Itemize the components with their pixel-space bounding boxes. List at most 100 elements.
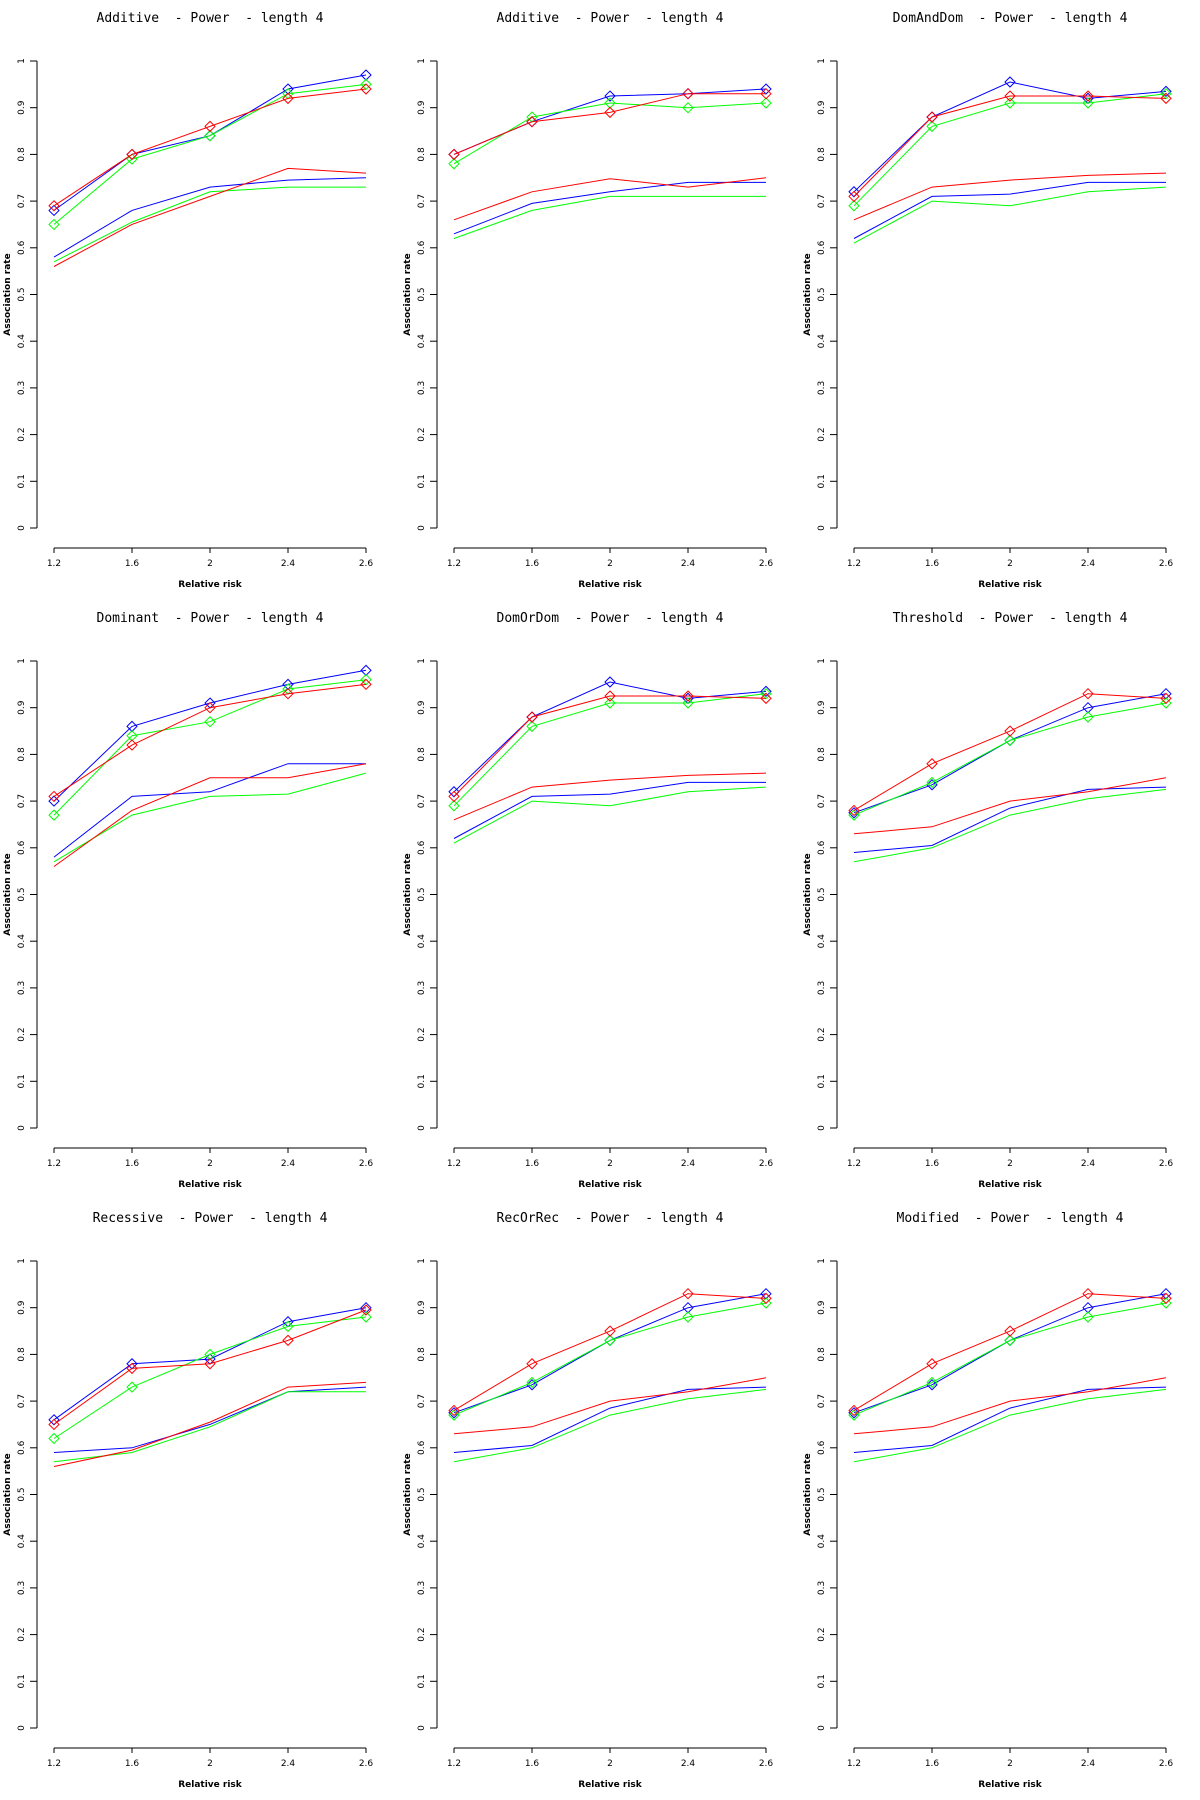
series-line-red-diamond [53,88,367,207]
series-line-red [853,777,1167,835]
x-tick-label: 1.2 [447,1759,461,1769]
chart-title: DomAndDom - Power - length 4 [893,11,1128,26]
y-tick-label: 1 [817,58,827,64]
y-tick-label: 0.8 [17,1347,27,1362]
diamond-marker [848,200,860,212]
y-tick-label: 0.5 [417,287,427,301]
y-tick-label: 0.1 [417,1674,427,1688]
series-markers-blue-diamond [848,687,1172,819]
y-tick-label: 0.5 [417,887,427,901]
y-tick-label: 0.6 [417,1440,427,1455]
y-tick-label: 0.3 [817,981,827,995]
y-tick-label: 0.6 [17,1440,27,1455]
x-tick-label: 2 [607,1159,613,1169]
y-axis-label: Association rate [403,1453,413,1535]
series-line-green [853,186,1167,244]
chart-panel-dominant: Dominant - Power - length 4 0 0.1 0.2 0.3 0.4… [0,600,400,1200]
series-markers-blue-diamond [448,83,772,161]
diamond-marker [1004,734,1016,747]
diamond-marker [526,116,538,128]
y-tick-label: 0.7 [17,194,27,208]
chart-svg: Modified - Power - length 4 0 0.1 0.2 0.3 0.4… [803,1211,1173,1790]
y-axis-label: Association rate [3,853,13,935]
y-tick-label: 0 [417,1725,427,1731]
x-tick-label: 2.4 [681,1159,696,1169]
y-tick-label: 0.5 [817,887,827,901]
x-tick-label: 1.6 [525,1159,540,1169]
series-line-green-diamond [853,93,1167,207]
diamond-marker [848,1409,860,1421]
series-line-green [53,1391,366,1463]
diamond-marker [760,685,772,698]
series-line-green-diamond [53,679,367,816]
diamond-marker [848,1407,860,1419]
chart-title: Recessive - Power - length 4 [93,1211,328,1226]
diamond-marker [448,786,460,798]
diamond-marker [48,790,60,803]
y-tick-label: 0.2 [17,1627,27,1641]
diamond-marker [448,1404,460,1417]
series-line-green [453,786,767,844]
y-tick-label: 0.1 [17,1674,27,1688]
series-line-red [453,1377,767,1435]
y-tick-label: 0.7 [417,194,427,208]
diamond-marker [926,1379,938,1391]
y-tick-label: 0.2 [417,1027,427,1041]
y-tick-label: 0.4 [17,334,27,349]
diamond-marker [604,106,616,119]
diamond-marker [926,1358,938,1370]
diamond-marker [1160,87,1172,100]
series-markers-green-diamond [48,1311,372,1445]
x-tick-label: 1.6 [125,1759,140,1769]
x-tick-label: 1.6 [925,1759,940,1769]
diamond-marker [360,1304,372,1316]
x-tick-label: 2.6 [359,1759,374,1769]
diamond-marker [1082,1311,1094,1323]
y-tick-label: 1 [417,1258,427,1264]
y-tick-label: 0.6 [417,840,427,855]
diamond-marker [126,148,138,161]
x-tick-label: 2 [1007,1159,1013,1169]
y-tick-label: 0.6 [817,1440,827,1455]
diamond-marker [682,101,694,114]
diamond-marker [848,1404,860,1417]
y-tick-label: 0 [17,525,27,531]
series-line-blue-diamond [453,88,767,155]
series-line-blue [853,1386,1167,1453]
diamond-marker [448,158,460,170]
y-tick-label: 0.9 [817,700,827,715]
diamond-marker [526,1358,538,1370]
diamond-marker [926,776,938,789]
y-tick-label: 0.1 [17,474,27,488]
y-tick-label: 0.5 [17,887,27,901]
x-tick-label: 2.6 [759,1759,774,1769]
diamond-marker [848,186,860,198]
diamond-marker [360,1311,372,1323]
series-markers-green-diamond [448,687,772,812]
series-line-red-diamond [453,1293,767,1411]
diamond-marker [48,1418,60,1431]
diamond-marker [760,687,772,700]
y-axis-label: Association rate [3,253,13,335]
series-line-blue [853,786,1167,853]
series-markers-red-diamond [848,90,1172,203]
diamond-marker [760,1292,772,1305]
y-tick-label: 0.9 [417,700,427,715]
chart-title: Threshold - Power - length 4 [893,611,1128,626]
y-tick-label: 0.6 [817,240,827,255]
diamond-marker [848,807,860,819]
series-line-red-diamond [453,93,766,155]
diamond-marker [48,1414,60,1426]
y-axis-label: Association rate [803,253,813,335]
x-tick-label: 1.6 [125,1159,140,1169]
y-tick-label: 0 [817,1725,827,1731]
diamond-marker [760,692,772,705]
diamond-marker [1160,92,1172,105]
series-line-red [853,1377,1167,1435]
x-tick-label: 2.6 [1159,559,1174,569]
y-tick-label: 0.5 [17,1487,27,1501]
chart-panel-domordom: DomOrDom - Power - length 4 0 0.1 0.2 0.3 0.4… [400,600,800,1200]
y-tick-label: 0.1 [417,474,427,488]
y-axis-label: Association rate [403,253,413,335]
y-tick-label: 0 [417,1125,427,1131]
